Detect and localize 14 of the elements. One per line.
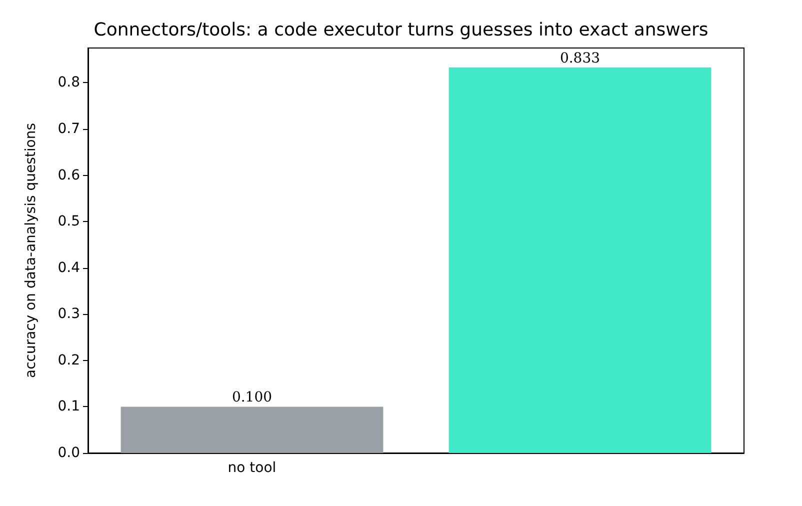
y-tick-label: 0.5 <box>58 214 80 230</box>
y-axis-title: accuracy on data-analysis questions <box>23 122 39 378</box>
y-tick-label: 0.0 <box>58 445 80 461</box>
data-label: 0.833 <box>560 50 600 66</box>
y-tick-label: 0.7 <box>58 121 80 137</box>
y-tick-label: 0.2 <box>58 352 80 368</box>
y-tick-label: 0.1 <box>58 398 80 415</box>
y-tick-label: 0.6 <box>58 167 80 184</box>
y-tick-label: 0.4 <box>58 260 80 276</box>
y-tick-label: 0.8 <box>58 74 80 91</box>
x-tick-label: no tool <box>228 460 276 476</box>
data-label: 0.100 <box>232 390 272 406</box>
y-tick-label: 0.3 <box>58 306 80 322</box>
chart-title: Connectors/tools: a code executor turns guesses into exact answers <box>94 20 708 40</box>
